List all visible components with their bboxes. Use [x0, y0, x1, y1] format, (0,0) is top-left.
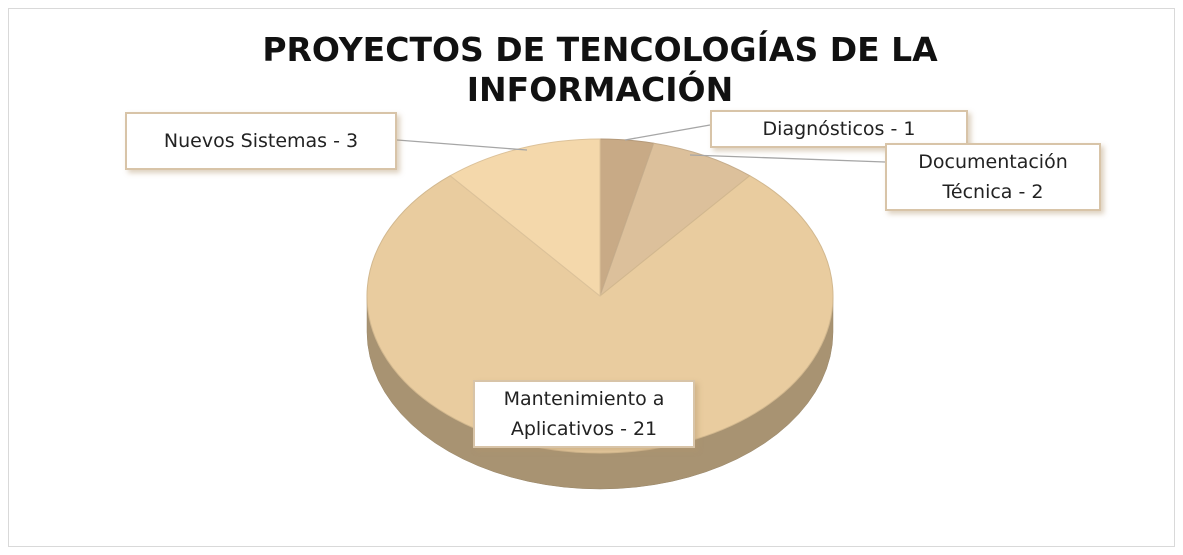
- chart-frame: [8, 8, 1175, 547]
- data-label: Mantenimiento a Aplicativos - 21: [473, 380, 695, 448]
- data-label: Nuevos Sistemas - 3: [125, 112, 397, 170]
- leader-line: [689, 154, 886, 163]
- data-label: Diagnósticos - 1: [710, 110, 968, 148]
- slice: [449, 138, 601, 298]
- chart-title: PROYECTOS DE TENCOLOGÍAS DE LA INFORMACI…: [262, 30, 938, 109]
- leader-line: [624, 124, 711, 141]
- data-label: Documentación Técnica - 2: [885, 143, 1101, 211]
- leader-line: [396, 139, 528, 151]
